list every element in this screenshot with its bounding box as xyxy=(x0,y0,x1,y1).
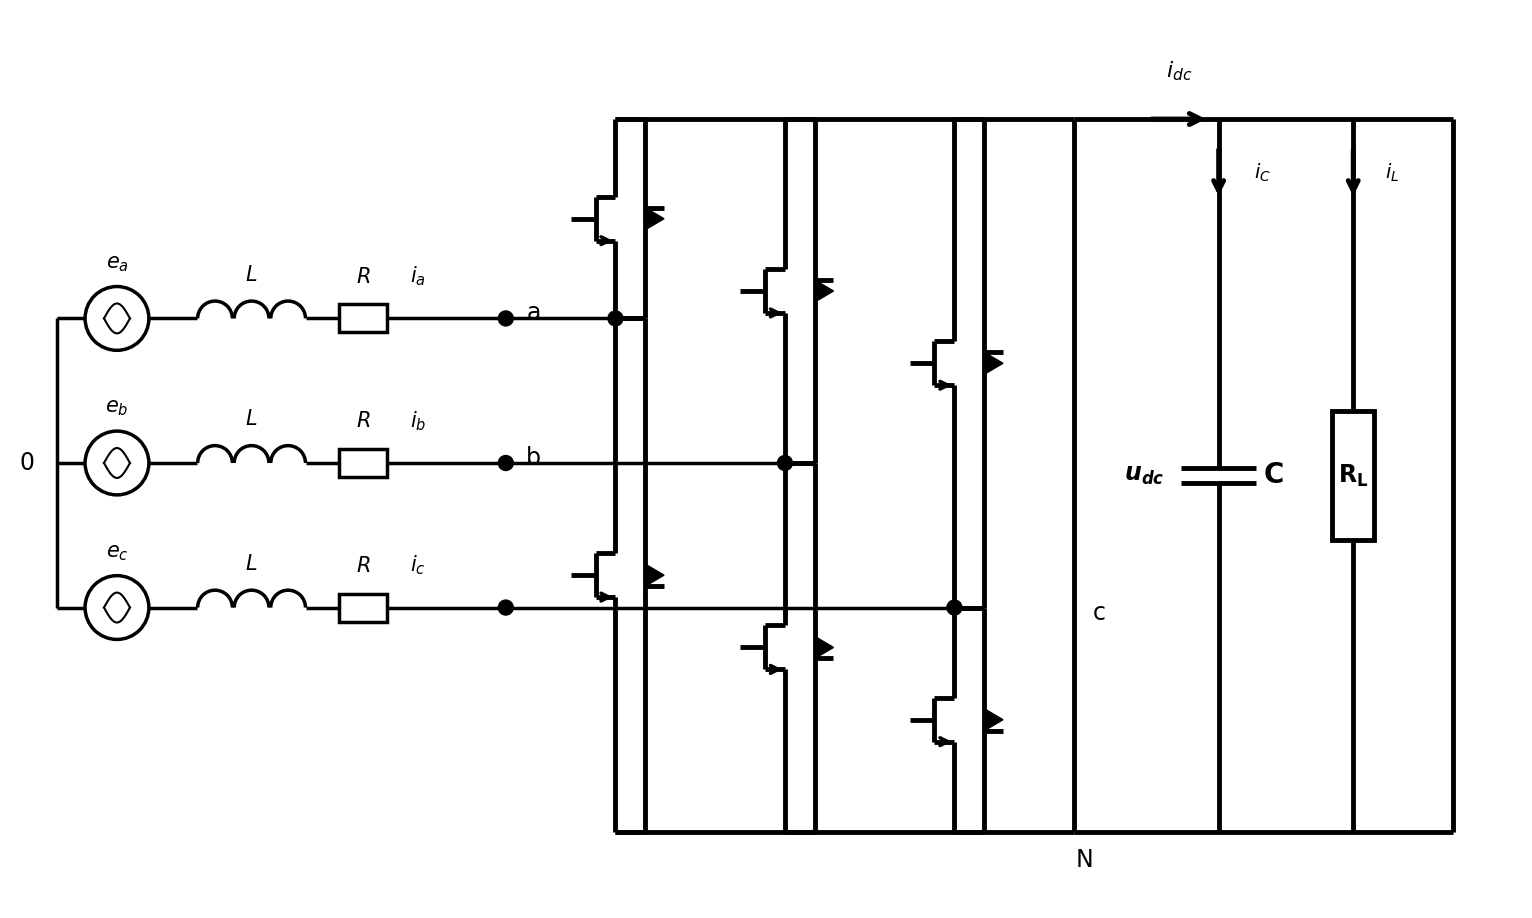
Text: c: c xyxy=(1092,600,1106,624)
FancyBboxPatch shape xyxy=(339,594,388,621)
Text: $L$: $L$ xyxy=(245,409,257,429)
Text: $i_C$: $i_C$ xyxy=(1253,162,1270,184)
Text: $i_{dc}$: $i_{dc}$ xyxy=(1166,60,1192,83)
Circle shape xyxy=(777,455,792,470)
Text: $\bfit{u}_{dc}$: $\bfit{u}_{dc}$ xyxy=(1123,464,1164,487)
Text: $\mathbf{R_L}$: $\mathbf{R_L}$ xyxy=(1337,463,1368,488)
Text: $i_c$: $i_c$ xyxy=(411,554,426,577)
Text: $L$: $L$ xyxy=(245,264,257,285)
Text: $i_b$: $i_b$ xyxy=(411,409,426,433)
Text: $i_L$: $i_L$ xyxy=(1385,162,1399,184)
Text: $\mathbf{C}$: $\mathbf{C}$ xyxy=(1264,462,1284,489)
Text: $R$: $R$ xyxy=(355,266,371,286)
Polygon shape xyxy=(645,565,663,586)
Text: 0: 0 xyxy=(20,451,35,475)
FancyBboxPatch shape xyxy=(339,449,388,477)
Text: $e_b$: $e_b$ xyxy=(106,398,129,419)
Polygon shape xyxy=(645,207,663,230)
Polygon shape xyxy=(985,353,1003,375)
Text: b: b xyxy=(525,446,541,470)
Text: N: N xyxy=(1075,848,1092,872)
Text: $L$: $L$ xyxy=(245,554,257,574)
Circle shape xyxy=(498,311,513,326)
Polygon shape xyxy=(815,636,833,658)
Polygon shape xyxy=(815,280,833,302)
Circle shape xyxy=(498,600,513,615)
Text: $R$: $R$ xyxy=(355,555,371,576)
Circle shape xyxy=(498,455,513,470)
Text: a: a xyxy=(527,301,541,326)
Text: $R$: $R$ xyxy=(355,411,371,431)
Circle shape xyxy=(608,311,624,326)
Text: $i_a$: $i_a$ xyxy=(411,264,426,288)
FancyBboxPatch shape xyxy=(1333,410,1374,541)
Polygon shape xyxy=(985,709,1003,731)
FancyBboxPatch shape xyxy=(339,305,388,332)
Text: $e_c$: $e_c$ xyxy=(106,543,129,563)
Circle shape xyxy=(947,600,962,615)
Text: $e_a$: $e_a$ xyxy=(106,253,129,274)
